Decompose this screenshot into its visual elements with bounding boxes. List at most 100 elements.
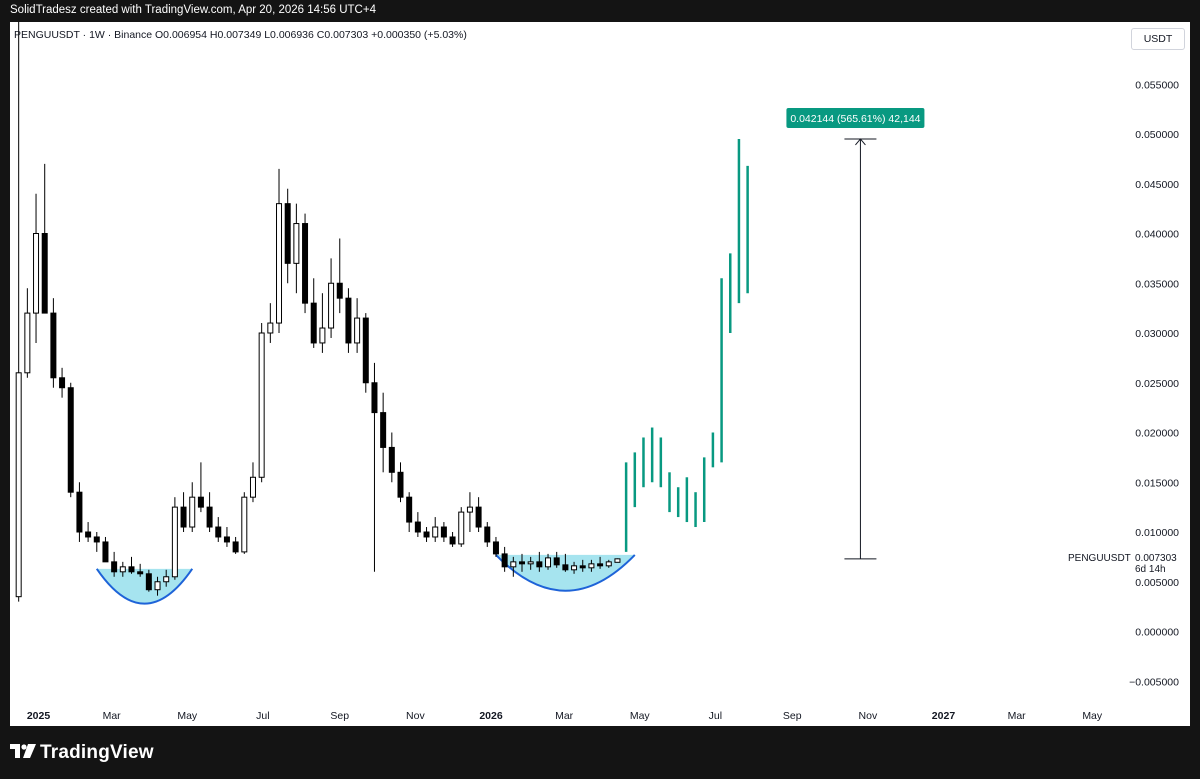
candle <box>302 213 309 314</box>
candle <box>328 258 335 338</box>
top-caption-bar: SolidTradesz created with TradingView.co… <box>0 0 1200 22</box>
x-tick-label: Mar <box>1008 710 1027 722</box>
candle-body-down <box>41 233 48 314</box>
candle-body-down <box>145 573 152 591</box>
candle-body-down <box>223 536 230 543</box>
candle <box>163 569 170 587</box>
candle <box>267 303 274 343</box>
candle <box>206 492 213 532</box>
candle-body-up <box>276 203 283 324</box>
candle-body-down <box>440 526 447 538</box>
candle-body-down <box>397 471 404 498</box>
y-tick-label: 0.000000 <box>1135 627 1179 639</box>
price-chart[interactable]: 0.042144 (565.61%) 42,144 0.055000 0.05000… <box>10 22 1190 726</box>
candle-body-up <box>458 511 465 545</box>
candle <box>111 551 118 577</box>
candle-body-down <box>406 496 413 523</box>
candle <box>432 517 439 542</box>
x-tick-label: May <box>1082 710 1103 722</box>
x-tick-label: May <box>177 710 198 722</box>
x-tick-label: Mar <box>103 710 122 722</box>
candle-body-down <box>67 387 74 493</box>
candle-body-up <box>432 526 439 538</box>
candle <box>67 382 74 498</box>
measure-label-text: 0.042144 (565.61%) 42,144 <box>790 113 920 125</box>
y-tick-label: 0.050000 <box>1135 129 1179 141</box>
candle-body-down <box>302 223 309 304</box>
candle <box>388 432 395 483</box>
measure-arrow-icon <box>855 138 866 146</box>
x-tick-label: May <box>630 710 651 722</box>
candle <box>59 367 66 398</box>
y-tick-label: 0.010000 <box>1135 527 1179 539</box>
y-tick-label: −0.005000 <box>1129 676 1179 688</box>
currency-button[interactable]: USDT <box>1131 28 1185 50</box>
candle-body-up <box>258 332 265 478</box>
candle-body-down <box>76 491 83 533</box>
candle-body-down <box>59 377 66 389</box>
candle-body-down <box>501 553 508 568</box>
candle-body-up <box>249 476 256 498</box>
candle-body-down <box>380 412 387 448</box>
candle <box>85 522 92 542</box>
candle <box>545 553 552 570</box>
chart-panel[interactable]: 0.042144 (565.61%) 42,144 0.055000 0.05000… <box>10 22 1190 726</box>
x-tick-label: Jul <box>709 710 722 722</box>
candle-body-down <box>492 541 499 555</box>
y-tick-label: 0.045000 <box>1135 179 1179 191</box>
candle <box>241 492 248 554</box>
candle <box>510 556 517 577</box>
candle-body-up <box>15 372 22 598</box>
candle-body-down <box>371 382 378 414</box>
candle <box>76 482 83 542</box>
candle <box>232 536 239 554</box>
candle <box>536 551 543 572</box>
candle-body-down <box>562 564 569 571</box>
y-tick-label: 0.015000 <box>1135 477 1179 489</box>
candle <box>553 551 560 568</box>
candle <box>484 522 491 547</box>
candle <box>440 522 447 542</box>
plot-area <box>15 22 877 605</box>
candle-body-down <box>197 496 204 508</box>
x-tick-label: Nov <box>406 710 425 722</box>
candle <box>249 462 256 503</box>
candle-body-down <box>215 526 222 538</box>
candle-body-down <box>284 203 291 264</box>
candle-body-up <box>267 322 274 334</box>
open-value: O0.006954 <box>155 29 207 41</box>
x-tick-label: 2026 <box>479 710 503 722</box>
candle <box>527 556 534 570</box>
candle-body-up <box>588 563 595 569</box>
candle <box>15 22 22 602</box>
x-tick-label: Nov <box>859 710 878 722</box>
candle-body-up <box>24 312 31 374</box>
candle-body-up <box>545 557 552 568</box>
candle <box>319 293 326 353</box>
candle <box>128 556 135 574</box>
close-value: C0.007303 <box>316 29 369 41</box>
candle <box>310 278 317 348</box>
x-tick-label: Sep <box>330 710 349 722</box>
candle-body-up <box>571 565 578 571</box>
candle <box>371 362 378 572</box>
candle-body-down <box>111 561 118 573</box>
y-tick-label: 0.040000 <box>1135 229 1179 241</box>
candle <box>397 462 404 503</box>
candle-body-up <box>241 496 248 553</box>
candle-body-down <box>475 506 482 528</box>
candle-body-down <box>310 302 317 344</box>
candle <box>614 558 621 563</box>
candle <box>466 492 473 532</box>
candle <box>24 288 31 378</box>
symbol-label: PENGUUSDT · 1W · Binance <box>14 29 153 41</box>
candle-body-down <box>362 317 369 384</box>
measure-label: 0.042144 (565.61%) 42,144 <box>786 107 925 128</box>
candle <box>119 561 126 577</box>
x-tick-label: Jul <box>256 710 269 722</box>
y-tick-label: 0.030000 <box>1135 328 1179 340</box>
candle-body-up <box>293 223 300 264</box>
candle <box>171 497 178 580</box>
candle <box>458 507 465 547</box>
candle-body-up <box>163 576 170 583</box>
